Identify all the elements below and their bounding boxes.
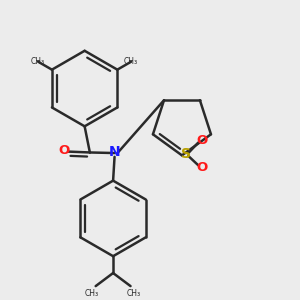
Text: CH₃: CH₃ [85, 289, 99, 298]
Text: S: S [181, 147, 191, 161]
Text: O: O [196, 161, 207, 174]
Text: O: O [58, 144, 70, 157]
Text: CH₃: CH₃ [124, 57, 138, 66]
Text: N: N [109, 146, 121, 160]
Text: CH₃: CH₃ [31, 57, 45, 66]
Text: O: O [196, 134, 207, 147]
Text: CH₃: CH₃ [127, 289, 141, 298]
